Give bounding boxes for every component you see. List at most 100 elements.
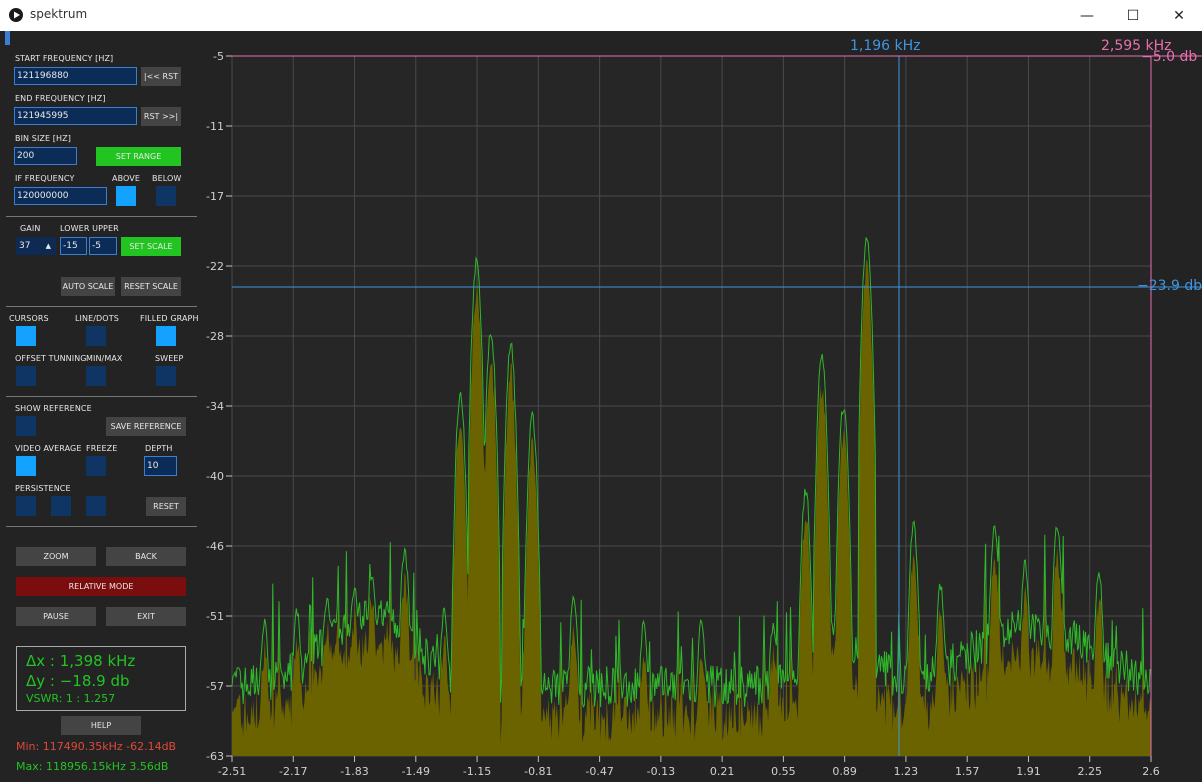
cursors-checkbox[interactable] bbox=[16, 326, 36, 346]
x-tick-label: 1.23 bbox=[894, 765, 919, 778]
set-range-button[interactable]: SET RANGE bbox=[96, 147, 181, 166]
persistence-checkbox-2[interactable] bbox=[51, 496, 71, 516]
x-tick-label: 2.6 bbox=[1142, 765, 1160, 778]
show-reference-checkbox[interactable] bbox=[16, 416, 36, 436]
y-tick-label: -11 bbox=[206, 120, 224, 133]
offset-tuning-label: OFFSET TUNNING bbox=[15, 354, 87, 363]
min-readout: Min: 117490.35kHz -62.14dB bbox=[16, 740, 177, 753]
gain-dropdown[interactable]: 37 ▲ bbox=[16, 237, 56, 255]
window-title: spektrum bbox=[30, 7, 88, 21]
help-button[interactable]: HELP bbox=[61, 716, 141, 735]
freeze-checkbox[interactable] bbox=[86, 456, 106, 476]
start-frequency-input[interactable]: 121196880 bbox=[14, 67, 137, 85]
vswr-readout: VSWR: 1 : 1.257 bbox=[26, 692, 116, 705]
if-frequency-label: IF FREQUENCY bbox=[15, 174, 75, 183]
x-tick-label: 0.89 bbox=[832, 765, 857, 778]
divider bbox=[6, 306, 197, 307]
x-tick-label: -1.15 bbox=[463, 765, 491, 778]
below-checkbox[interactable] bbox=[156, 186, 176, 206]
reset-end-button[interactable]: RST >>| bbox=[141, 107, 181, 126]
auto-scale-button[interactable]: AUTO SCALE bbox=[61, 277, 115, 296]
y-tick-label: -63 bbox=[206, 750, 224, 763]
end-frequency-input[interactable]: 121945995 bbox=[14, 107, 137, 125]
start-frequency-label: START FREQUENCY [HZ] bbox=[15, 54, 114, 63]
cursor-x-label: 1,196 kHz bbox=[850, 38, 921, 54]
exit-button[interactable]: EXIT bbox=[106, 607, 186, 626]
delta-y-readout: Δy : −18.9 db bbox=[26, 672, 130, 690]
cursor-readout-panel: Δx : 1,398 kHz Δy : −18.9 db VSWR: 1 : 1… bbox=[16, 646, 186, 711]
max-readout: Max: 118956.15kHz 3.56dB bbox=[16, 760, 169, 773]
bin-size-input[interactable]: 200 bbox=[14, 147, 77, 165]
lower-upper-label: LOWER UPPER bbox=[60, 224, 119, 233]
divider bbox=[6, 526, 197, 527]
if-frequency-input[interactable]: 120000000 bbox=[14, 187, 107, 205]
minimize-icon: — bbox=[1080, 7, 1094, 24]
video-average-checkbox[interactable] bbox=[16, 456, 36, 476]
y-tick-label: -46 bbox=[206, 540, 224, 553]
min-max-label: MIN/MAX bbox=[86, 354, 123, 363]
reset-scale-button[interactable]: RESET SCALE bbox=[121, 277, 181, 296]
close-button[interactable]: ✕ bbox=[1156, 0, 1202, 31]
set-scale-button[interactable]: SET SCALE bbox=[121, 237, 181, 256]
x-tick-label: 0.55 bbox=[771, 765, 796, 778]
gain-value: 37 bbox=[19, 241, 31, 251]
pause-button[interactable]: PAUSE bbox=[16, 607, 96, 626]
maximize-button[interactable]: ☐ bbox=[1110, 0, 1156, 31]
scroll-marker bbox=[5, 31, 10, 45]
chevron-up-icon: ▲ bbox=[45, 242, 51, 250]
min-max-checkbox[interactable] bbox=[86, 366, 106, 386]
app-play-icon bbox=[9, 8, 23, 22]
x-tick-label: -0.81 bbox=[524, 765, 552, 778]
cursors-label: CURSORS bbox=[9, 314, 49, 323]
x-tick-label: -1.83 bbox=[340, 765, 368, 778]
upper-scale-input[interactable]: -5 bbox=[89, 237, 117, 255]
show-reference-label: SHOW REFERENCE bbox=[15, 404, 92, 413]
x-tick-label: 1.57 bbox=[955, 765, 980, 778]
reset-start-button[interactable]: |<< RST bbox=[141, 67, 181, 86]
lower-scale-input[interactable]: -15 bbox=[60, 237, 87, 255]
y-tick-label: -22 bbox=[206, 260, 224, 273]
bin-size-label: BIN SIZE [HZ] bbox=[15, 134, 71, 143]
persistence-checkbox-1[interactable] bbox=[16, 496, 36, 516]
delta-x-readout: Δx : 1,398 kHz bbox=[26, 652, 136, 670]
offset-tuning-checkbox[interactable] bbox=[16, 366, 36, 386]
y-tick-label: -17 bbox=[206, 190, 224, 203]
x-tick-label: -0.47 bbox=[585, 765, 613, 778]
zoom-button[interactable]: ZOOM bbox=[16, 547, 96, 566]
y-tick-label: -40 bbox=[206, 470, 224, 483]
y-tick-label: -28 bbox=[206, 330, 224, 343]
persistence-checkbox-3[interactable] bbox=[86, 496, 106, 516]
cursor-y-label: −23.9 db bbox=[1137, 278, 1202, 294]
cursor2-y-label: −5.0 db bbox=[1141, 49, 1197, 65]
relative-mode-button[interactable]: RELATIVE MODE bbox=[16, 577, 186, 596]
end-frequency-label: END FREQUENCY [HZ] bbox=[15, 94, 106, 103]
spectrum-fill bbox=[232, 259, 1151, 756]
back-button[interactable]: BACK bbox=[106, 547, 186, 566]
y-tick-label: -34 bbox=[206, 400, 224, 413]
maximize-icon: ☐ bbox=[1126, 7, 1140, 24]
spectrum-trace bbox=[231, 237, 1152, 708]
persistence-label: PERSISTENCE bbox=[15, 484, 71, 493]
x-tick-label: -1.49 bbox=[402, 765, 430, 778]
depth-label: DEPTH bbox=[145, 444, 173, 453]
x-tick-label: 2.25 bbox=[1077, 765, 1102, 778]
video-average-label: VIDEO AVERAGE bbox=[15, 444, 82, 453]
sweep-checkbox[interactable] bbox=[156, 366, 176, 386]
x-tick-label: -0.13 bbox=[647, 765, 675, 778]
gain-label: GAIN bbox=[20, 224, 41, 233]
above-checkbox[interactable] bbox=[116, 186, 136, 206]
freeze-label: FREEZE bbox=[86, 444, 118, 453]
filled-graph-label: FILLED GRAPH bbox=[140, 314, 199, 323]
depth-input[interactable]: 10 bbox=[144, 456, 177, 476]
filled-graph-checkbox[interactable] bbox=[156, 326, 176, 346]
reset-persistence-button[interactable]: RESET bbox=[146, 497, 186, 516]
above-label: ABOVE bbox=[112, 174, 141, 183]
y-tick-label: -57 bbox=[206, 680, 224, 693]
x-tick-label: -2.51 bbox=[218, 765, 246, 778]
save-reference-button[interactable]: SAVE REFERENCE bbox=[106, 417, 186, 436]
below-label: BELOW bbox=[152, 174, 182, 183]
divider bbox=[6, 396, 197, 397]
minimize-button[interactable]: — bbox=[1064, 0, 1110, 31]
line-dots-checkbox[interactable] bbox=[86, 326, 106, 346]
